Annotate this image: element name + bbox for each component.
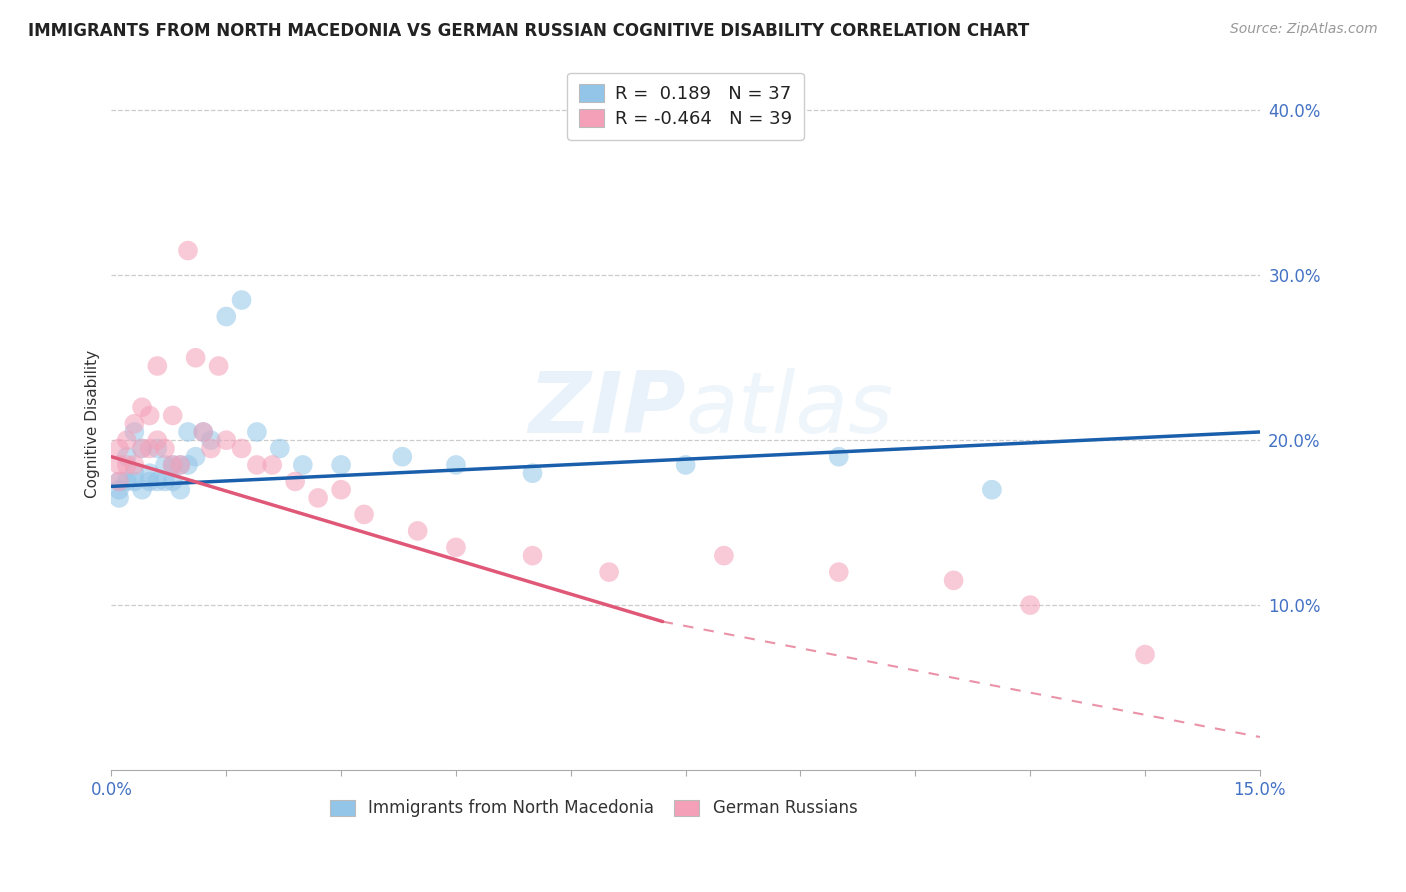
Point <box>124 458 146 472</box>
Point <box>153 475 176 489</box>
Point <box>162 458 184 472</box>
Point <box>138 409 160 423</box>
Point <box>124 466 146 480</box>
Y-axis label: Cognitive Disability: Cognitive Disability <box>86 350 100 498</box>
Point <box>522 466 544 480</box>
Point <box>153 442 176 456</box>
Point <box>200 434 222 448</box>
Point <box>200 442 222 456</box>
Point <box>284 475 307 489</box>
Point <box>184 351 207 365</box>
Point <box>193 425 215 439</box>
Point <box>115 450 138 464</box>
Point <box>138 442 160 456</box>
Point <box>184 450 207 464</box>
Point <box>177 244 200 258</box>
Point <box>246 458 269 472</box>
Point <box>146 434 169 448</box>
Point <box>177 458 200 472</box>
Point <box>444 541 467 555</box>
Point <box>108 483 131 497</box>
Point <box>1019 598 1042 612</box>
Point <box>162 409 184 423</box>
Point <box>330 458 353 472</box>
Point <box>131 442 153 456</box>
Point <box>231 293 253 307</box>
Point <box>1133 648 1156 662</box>
Point <box>353 508 375 522</box>
Point <box>169 458 191 472</box>
Point <box>115 458 138 472</box>
Point <box>115 434 138 448</box>
Point <box>124 475 146 489</box>
Point <box>124 417 146 431</box>
Point <box>246 425 269 439</box>
Point <box>207 359 229 373</box>
Point <box>162 458 184 472</box>
Point <box>138 475 160 489</box>
Point <box>215 310 238 324</box>
Point <box>291 458 314 472</box>
Point <box>115 475 138 489</box>
Text: Source: ZipAtlas.com: Source: ZipAtlas.com <box>1230 22 1378 37</box>
Point <box>153 458 176 472</box>
Point <box>169 458 191 472</box>
Point <box>169 483 191 497</box>
Point <box>980 483 1002 497</box>
Point <box>598 565 620 579</box>
Point <box>522 549 544 563</box>
Point <box>330 483 353 497</box>
Point <box>146 359 169 373</box>
Point <box>131 483 153 497</box>
Point <box>828 565 851 579</box>
Point <box>444 458 467 472</box>
Point <box>162 475 184 489</box>
Point <box>406 524 429 538</box>
Legend: Immigrants from North Macedonia, German Russians: Immigrants from North Macedonia, German … <box>323 793 865 824</box>
Point <box>942 574 965 588</box>
Point <box>108 475 131 489</box>
Point <box>231 442 253 456</box>
Point <box>675 458 697 472</box>
Point <box>108 475 131 489</box>
Point <box>146 442 169 456</box>
Point <box>307 491 329 505</box>
Point <box>215 434 238 448</box>
Point <box>124 425 146 439</box>
Point <box>131 401 153 415</box>
Point <box>177 425 200 439</box>
Point <box>146 475 169 489</box>
Point <box>713 549 735 563</box>
Point <box>193 425 215 439</box>
Point <box>108 491 131 505</box>
Point <box>262 458 284 472</box>
Point <box>269 442 291 456</box>
Text: atlas: atlas <box>686 368 894 451</box>
Point <box>108 458 131 472</box>
Point <box>828 450 851 464</box>
Point <box>108 442 131 456</box>
Point <box>131 442 153 456</box>
Point <box>391 450 413 464</box>
Point <box>138 466 160 480</box>
Text: IMMIGRANTS FROM NORTH MACEDONIA VS GERMAN RUSSIAN COGNITIVE DISABILITY CORRELATI: IMMIGRANTS FROM NORTH MACEDONIA VS GERMA… <box>28 22 1029 40</box>
Text: ZIP: ZIP <box>529 368 686 451</box>
